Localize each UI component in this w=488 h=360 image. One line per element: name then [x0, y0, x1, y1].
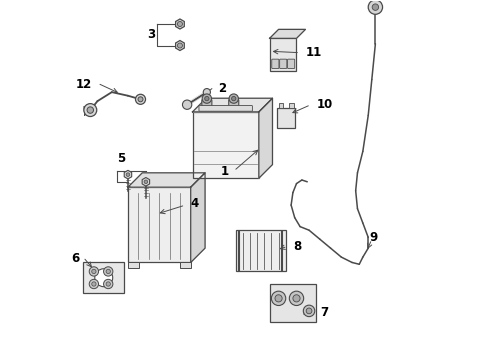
Polygon shape — [175, 19, 184, 29]
Text: 2: 2 — [218, 82, 226, 95]
Polygon shape — [175, 41, 184, 50]
Circle shape — [92, 269, 96, 274]
FancyBboxPatch shape — [202, 100, 211, 108]
Circle shape — [103, 267, 113, 276]
Text: 8: 8 — [292, 240, 301, 253]
FancyBboxPatch shape — [278, 103, 282, 108]
Circle shape — [89, 279, 99, 289]
Circle shape — [202, 94, 211, 103]
Polygon shape — [142, 177, 149, 186]
FancyBboxPatch shape — [276, 108, 294, 128]
Circle shape — [138, 97, 142, 102]
FancyBboxPatch shape — [128, 187, 190, 262]
Circle shape — [89, 267, 99, 276]
Polygon shape — [83, 107, 85, 116]
FancyBboxPatch shape — [128, 262, 139, 268]
Circle shape — [177, 22, 182, 27]
Text: 9: 9 — [369, 231, 377, 244]
Polygon shape — [190, 173, 204, 262]
Circle shape — [182, 100, 191, 109]
Polygon shape — [258, 98, 272, 178]
Circle shape — [204, 96, 208, 101]
Polygon shape — [128, 173, 204, 187]
Circle shape — [177, 43, 182, 48]
FancyBboxPatch shape — [199, 105, 252, 111]
Circle shape — [106, 282, 110, 286]
Circle shape — [83, 104, 97, 117]
FancyBboxPatch shape — [228, 100, 238, 108]
Text: 6: 6 — [71, 252, 80, 265]
Circle shape — [135, 94, 145, 104]
Text: 11: 11 — [305, 46, 322, 59]
Circle shape — [103, 279, 113, 289]
Circle shape — [92, 282, 96, 286]
Text: 5: 5 — [117, 152, 124, 165]
Circle shape — [231, 96, 235, 101]
Text: 12: 12 — [76, 78, 92, 91]
Polygon shape — [269, 30, 305, 39]
FancyBboxPatch shape — [279, 59, 286, 68]
FancyBboxPatch shape — [83, 262, 124, 293]
FancyBboxPatch shape — [269, 284, 316, 321]
Polygon shape — [124, 170, 131, 179]
Circle shape — [126, 173, 129, 176]
FancyBboxPatch shape — [180, 262, 190, 268]
Circle shape — [144, 180, 147, 184]
FancyBboxPatch shape — [287, 59, 294, 68]
Circle shape — [203, 89, 210, 96]
Circle shape — [367, 0, 382, 14]
Circle shape — [305, 308, 311, 314]
Text: 1: 1 — [220, 165, 228, 177]
Polygon shape — [192, 98, 272, 112]
Circle shape — [371, 4, 378, 10]
FancyBboxPatch shape — [289, 103, 293, 108]
FancyBboxPatch shape — [269, 39, 296, 71]
Circle shape — [228, 94, 238, 103]
FancyBboxPatch shape — [235, 230, 285, 271]
Circle shape — [274, 295, 282, 302]
Circle shape — [95, 269, 112, 287]
Text: 10: 10 — [316, 98, 332, 111]
Text: 7: 7 — [319, 306, 327, 319]
FancyBboxPatch shape — [271, 59, 278, 68]
Circle shape — [106, 269, 110, 274]
FancyBboxPatch shape — [192, 112, 258, 178]
Circle shape — [87, 107, 93, 113]
Text: 4: 4 — [190, 197, 199, 210]
Circle shape — [289, 291, 303, 306]
Text: 3: 3 — [147, 28, 155, 41]
Circle shape — [292, 295, 300, 302]
Circle shape — [303, 305, 314, 317]
Circle shape — [271, 291, 285, 306]
